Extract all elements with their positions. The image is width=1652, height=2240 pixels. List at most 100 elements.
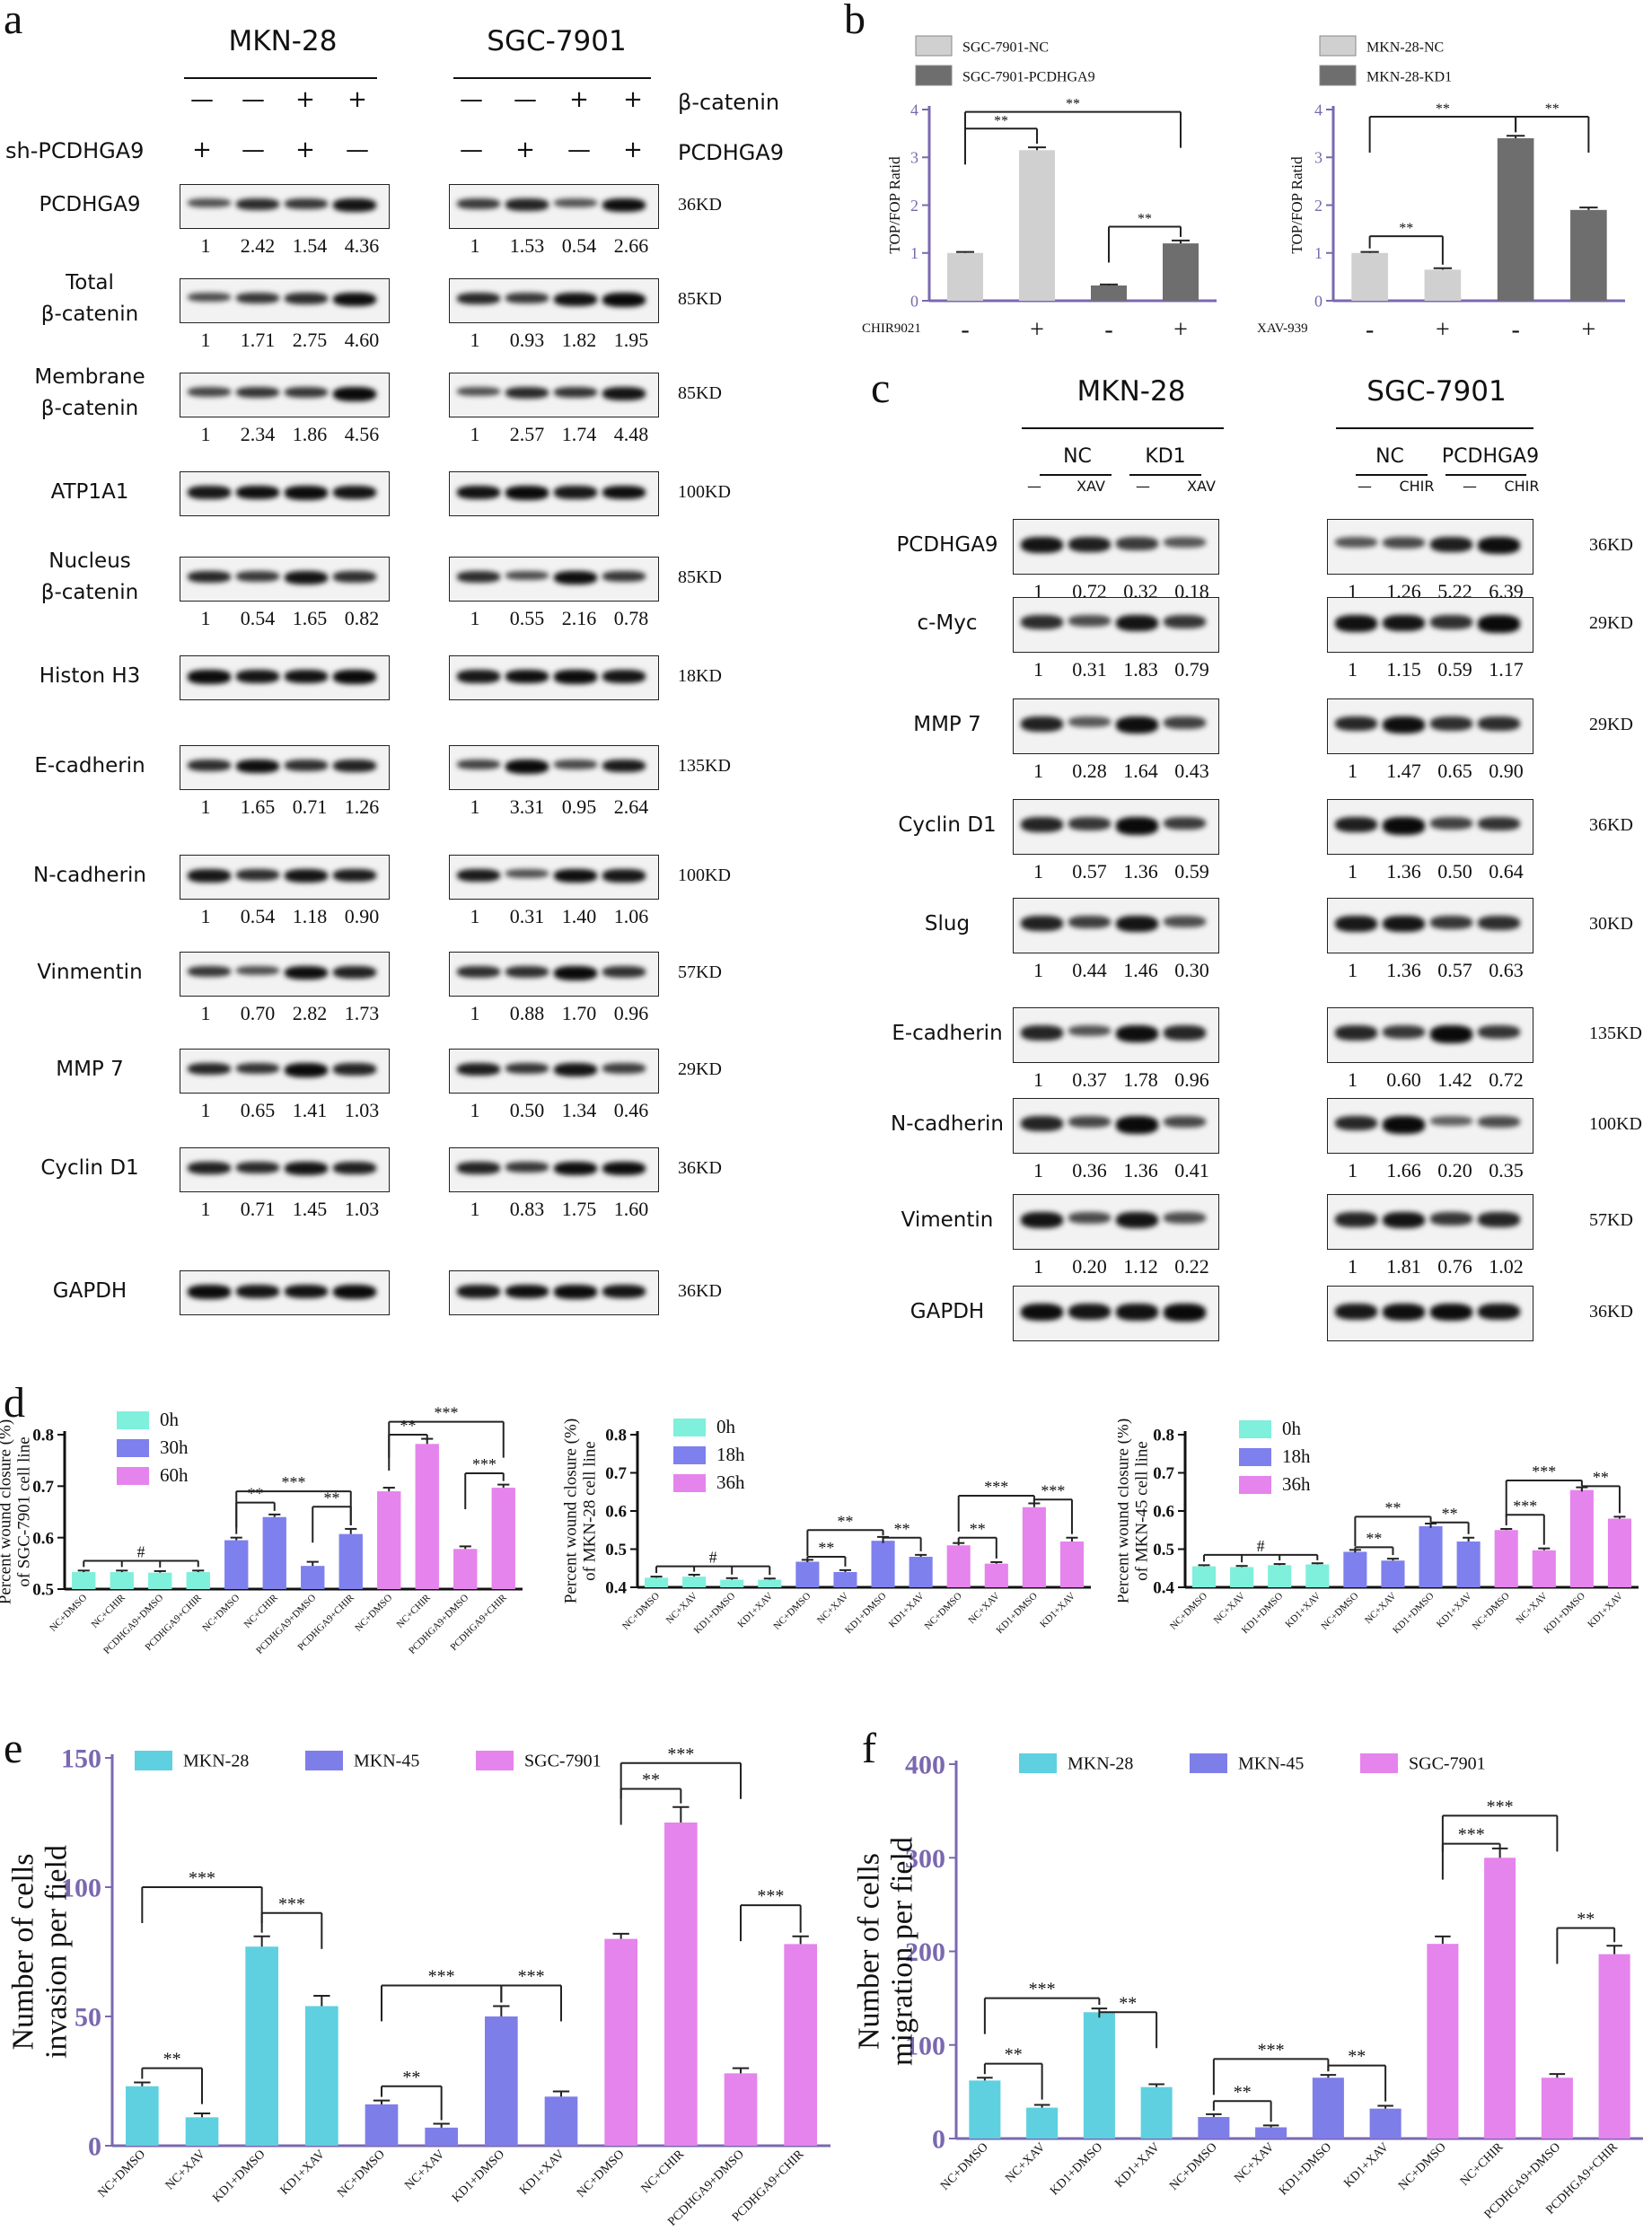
- sig-label: ***: [1458, 1825, 1485, 1845]
- quant-value: 1: [1033, 580, 1043, 602]
- bar: [946, 1545, 971, 1587]
- panel-letter-c: c: [871, 365, 891, 412]
- quant-value: 1.78: [1123, 1068, 1158, 1091]
- blot-band: [188, 1063, 231, 1076]
- panel-c-left-rule: [1022, 427, 1224, 429]
- category-label: NC+XAV: [402, 2148, 447, 2192]
- bar: [795, 1561, 820, 1587]
- category-label: NC+DMSO: [1396, 2140, 1449, 2193]
- blot-kd: 100KD: [678, 482, 731, 502]
- blot-band: [1116, 615, 1158, 632]
- quant-value: 1.34: [561, 1099, 597, 1121]
- panel-a-right-rule: [453, 77, 651, 79]
- quant-value: 1: [1348, 760, 1358, 782]
- blot-band: [457, 869, 500, 883]
- blot-band: [1430, 615, 1472, 629]
- blot-band: [333, 760, 376, 772]
- quant-value: 1.53: [509, 234, 545, 257]
- quant-value: 4.48: [613, 423, 649, 445]
- blot-band: [1068, 615, 1111, 627]
- blot-label: Vinmentin: [37, 961, 143, 984]
- blot-image-right: [449, 1147, 659, 1192]
- quant-row-left: 1 0.71 1.45 1.03: [180, 1198, 388, 1223]
- bar: [1312, 2077, 1344, 2139]
- blot-band: [1430, 916, 1472, 929]
- bar: [1059, 1542, 1085, 1587]
- quant-value: 1.45: [292, 1198, 328, 1220]
- quant-value: 1.83: [1123, 658, 1158, 681]
- quant-value: 0.95: [561, 795, 597, 818]
- legend-label: 18h: [1282, 1445, 1311, 1467]
- blot-band: [1164, 615, 1206, 629]
- panel-a-bcatenin-label: β-catenin: [678, 90, 780, 115]
- blot-band: [1478, 537, 1520, 554]
- y-tick-label: 2: [910, 197, 918, 215]
- blot-band: [1068, 916, 1111, 929]
- sig-label: **: [994, 113, 1008, 128]
- y-tick-label: 0.6: [605, 1503, 627, 1522]
- legend-label: SGC-7901: [524, 1752, 602, 1771]
- blot-image-left: [1013, 1007, 1219, 1063]
- quant-row-right: 1 1.36 0.50 0.64: [1327, 860, 1532, 885]
- category-label: NC+DMSO: [48, 1593, 89, 1634]
- quant-value: 1.86: [292, 423, 328, 445]
- quant-value: 0.50: [509, 1099, 545, 1121]
- quant-row-left: 1 0.36 1.36 0.41: [1013, 1159, 1217, 1184]
- blot-band: [457, 1285, 500, 1298]
- blot-band: [1335, 1212, 1377, 1227]
- blot-band: [1335, 1025, 1377, 1041]
- blot-image-right: [449, 855, 659, 900]
- y-tick-label: 3: [1314, 149, 1322, 167]
- panel-a-left-title: MKN-28: [228, 25, 338, 57]
- legend-swatch: [476, 1751, 514, 1770]
- legend-swatch: [117, 1467, 149, 1485]
- blot-band: [285, 760, 328, 771]
- quant-value: 1: [200, 607, 211, 629]
- sig-label: #: [137, 1542, 145, 1560]
- blot-band: [554, 670, 597, 684]
- quant-value: 0.96: [613, 1002, 649, 1024]
- bar: [1351, 252, 1388, 301]
- quant-value: 1: [1348, 1255, 1358, 1278]
- panel-a-sh-label: sh-PCDHGA9: [5, 138, 145, 163]
- quant-value: 0.20: [1072, 1255, 1107, 1278]
- y-axis-label: Percent wound closure (%)of MKN-45 cell …: [1118, 1419, 1151, 1603]
- y-tick-label: 0.5: [1153, 1541, 1174, 1559]
- blot-band: [285, 966, 328, 980]
- blot-band: [602, 571, 646, 583]
- sig-label: ***: [472, 1455, 496, 1473]
- quant-value: 0.50: [1437, 860, 1472, 883]
- sig-label: **: [1348, 2047, 1366, 2067]
- bar: [909, 1557, 933, 1587]
- blot-band: [285, 670, 328, 684]
- blot-band: [505, 571, 549, 581]
- blot-image-left: [180, 745, 390, 790]
- blot-band: [1335, 537, 1377, 549]
- blot-band: [457, 198, 500, 209]
- blot-band: [554, 1063, 597, 1076]
- blot-band: [285, 1162, 328, 1175]
- blot-image-left: [1013, 597, 1219, 653]
- panel-letter-d: d: [4, 1379, 25, 1427]
- blot-image-right: [449, 1049, 659, 1094]
- blot-image-left: [180, 278, 390, 323]
- legend-swatch: [1360, 1753, 1398, 1773]
- blot-image-right: [449, 373, 659, 417]
- y-tick-label: 50: [75, 2003, 101, 2033]
- quant-value: 0.28: [1072, 760, 1107, 782]
- blot-band: [457, 571, 500, 583]
- blot-band: [333, 869, 376, 883]
- blot-band: [505, 670, 549, 684]
- blot-band: [285, 1285, 328, 1299]
- quant-value: 1.42: [1437, 1068, 1472, 1091]
- blot-band: [457, 1162, 500, 1174]
- quant-value: 0.22: [1174, 1255, 1209, 1278]
- quant-value: 0.54: [240, 905, 276, 927]
- quant-value: 0.31: [509, 905, 545, 927]
- sig-label: **: [1577, 1909, 1595, 1928]
- blot-band: [333, 198, 376, 212]
- blot-band: [1430, 1304, 1472, 1322]
- category-label: KD1+DMSO: [692, 1591, 738, 1637]
- category-label: KD1+XAV: [1112, 2140, 1163, 2191]
- category-label: KD1+DMSO: [1240, 1591, 1286, 1637]
